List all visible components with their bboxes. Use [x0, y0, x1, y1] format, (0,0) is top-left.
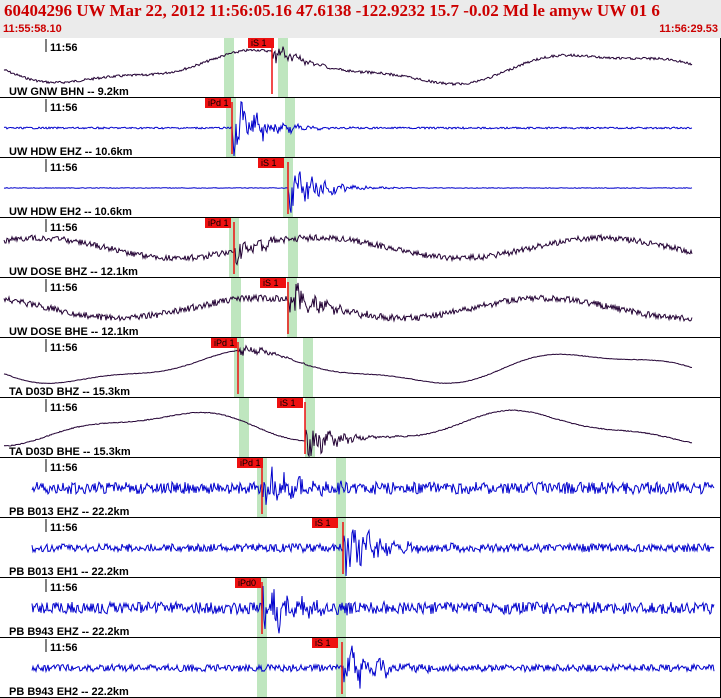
- waveform-line: [31, 585, 715, 634]
- pick-box[interactable]: [248, 38, 274, 48]
- station-label: PB B013 EH1 -- 22.2km: [9, 566, 129, 578]
- station-label: UW HDW EHZ -- 10.6km: [9, 146, 133, 158]
- trace-time-label: 11:56: [50, 402, 78, 414]
- trace-time-label: 11:56: [50, 342, 78, 354]
- pick-box[interactable]: [277, 398, 303, 408]
- trace-time-label: 11:56: [50, 522, 78, 534]
- header-bar: 60404296 UW Mar 22, 2012 11:56:05.16 47.…: [0, 0, 721, 38]
- waveform-line: [31, 466, 715, 505]
- pick-window-band: [336, 458, 346, 518]
- trace-time-label: 11:56: [50, 222, 78, 234]
- waveform-line: [31, 645, 715, 689]
- station-label: PB B943 EHZ -- 22.2km: [9, 626, 130, 638]
- trace-row[interactable]: iS 1 11:56 UW GNW BHN -- 9.2km: [0, 38, 721, 98]
- waveform-line: [31, 528, 715, 577]
- station-label: UW GNW BHN -- 9.2km: [9, 86, 129, 98]
- trace-time-label: 11:56: [50, 582, 78, 594]
- waveform-line: [3, 100, 693, 157]
- trace-row[interactable]: iS 1 11:56 PB B013 EH1 -- 22.2km: [0, 518, 721, 578]
- end-time: 11:56:29.53: [659, 23, 718, 35]
- trace-time-label: 11:56: [50, 42, 78, 54]
- pick-label: iS 1: [251, 38, 267, 48]
- pick-window-band: [288, 218, 298, 278]
- trace-row[interactable]: iPd 1 11:56 UW HDW EHZ -- 10.6km: [0, 98, 721, 158]
- pick-box[interactable]: [205, 218, 231, 228]
- pick-box[interactable]: [312, 638, 338, 648]
- trace-row[interactable]: iS 1 11:56 UW DOSE BHE -- 12.1km: [0, 278, 721, 338]
- pick-label: iPd 1: [208, 98, 229, 108]
- trace-time-label: 11:56: [50, 102, 78, 114]
- pick-window-band: [336, 638, 346, 698]
- pick-label: iPd0: [238, 578, 256, 588]
- pick-box[interactable]: [312, 518, 338, 528]
- pick-window-band: [234, 338, 244, 398]
- pick-window-band: [257, 638, 267, 698]
- trace-row[interactable]: iPd 1 11:56 PB B013 EHZ -- 22.2km: [0, 458, 721, 518]
- pick-window-band: [305, 398, 315, 458]
- pick-label: iS 1: [280, 398, 296, 408]
- pick-window-band: [303, 338, 313, 398]
- start-time: 11:55:58.10: [3, 23, 62, 35]
- station-label: TA D03D BHZ -- 15.3km: [9, 386, 130, 398]
- pick-label: iPd 1: [214, 338, 235, 348]
- station-label: TA D03D BHE -- 15.3km: [9, 446, 131, 458]
- pick-box[interactable]: [258, 158, 284, 168]
- trace-row[interactable]: iS 1 11:56 PB B943 EH2 -- 22.2km: [0, 638, 721, 698]
- waveform-line: [3, 46, 693, 87]
- trace-row[interactable]: iPd 1 11:56 TA D03D BHZ -- 15.3km: [0, 338, 721, 398]
- waveform-line: [3, 344, 693, 385]
- pick-window-band: [224, 38, 234, 98]
- trace-time-label: 11:56: [50, 462, 78, 474]
- pick-label: iS 1: [315, 638, 331, 648]
- pick-box[interactable]: [205, 98, 231, 108]
- trace-row[interactable]: iS 1 11:56 UW HDW EH2 -- 10.6km: [0, 158, 721, 218]
- trace-time-label: 11:56: [50, 642, 78, 654]
- pick-window-band: [287, 278, 297, 338]
- station-label: PB B013 EHZ -- 22.2km: [9, 506, 130, 518]
- event-title: 60404296 UW Mar 22, 2012 11:56:05.16 47.…: [4, 1, 660, 20]
- pick-label: iPd 1: [208, 218, 229, 228]
- pick-label: iPd 1: [240, 458, 261, 468]
- station-label: PB B943 EH2 -- 22.2km: [9, 686, 129, 698]
- pick-label: iS 1: [263, 278, 279, 288]
- pick-window-band: [239, 398, 249, 458]
- station-label: UW DOSE BHZ -- 12.1km: [9, 266, 138, 278]
- trace-time-label: 11:56: [50, 282, 78, 294]
- trace-row[interactable]: iPd 1 11:56 UW DOSE BHZ -- 12.1km: [0, 218, 721, 278]
- pick-box[interactable]: [211, 338, 237, 348]
- trace-row[interactable]: iPd0 11:56 PB B943 EHZ -- 22.2km: [0, 578, 721, 638]
- station-label: UW DOSE BHE -- 12.1km: [9, 326, 139, 338]
- waveform-line: [3, 282, 693, 323]
- pick-window-band: [231, 278, 241, 338]
- waveform-line: [3, 171, 693, 213]
- trace-row[interactable]: iS 1 11:56 TA D03D BHE -- 15.3km: [0, 398, 721, 458]
- pick-label: iS 1: [261, 158, 277, 168]
- station-label: UW HDW EH2 -- 10.6km: [9, 206, 132, 218]
- trace-time-label: 11:56: [50, 162, 78, 174]
- pick-box[interactable]: [235, 578, 261, 588]
- pick-box[interactable]: [237, 458, 263, 468]
- waveform-line: [3, 233, 693, 266]
- waveform-line: [3, 409, 693, 458]
- seismogram-panel[interactable]: iS 1 11:56 UW GNW BHN -- 9.2km iPd 1 11:56 UW…: [0, 38, 721, 698]
- pick-label: iS 1: [315, 518, 331, 528]
- pick-window-band: [278, 38, 288, 98]
- pick-box[interactable]: [260, 278, 286, 288]
